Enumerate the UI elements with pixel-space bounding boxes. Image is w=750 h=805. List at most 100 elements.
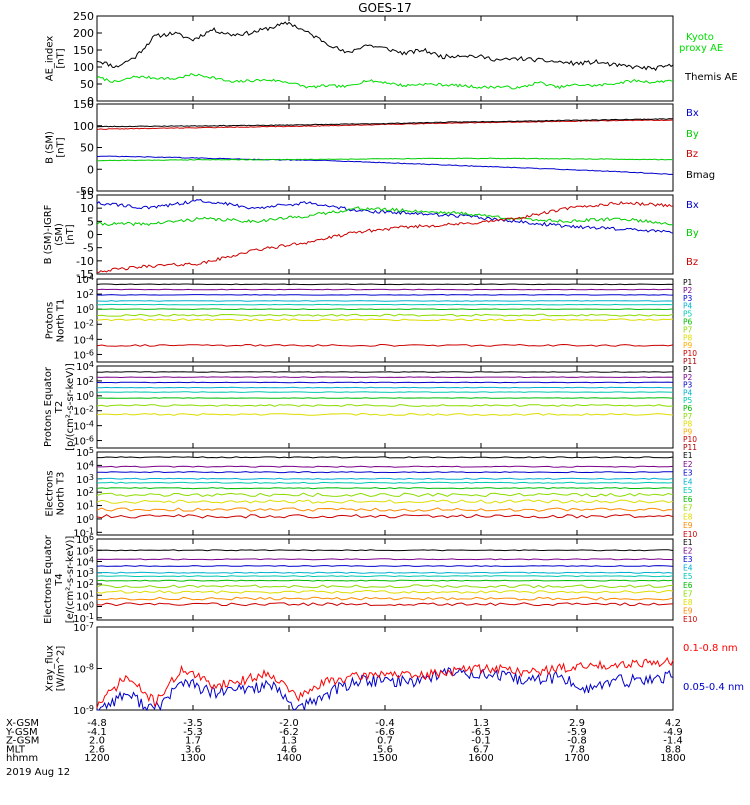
electrons-north-legend-e8: E8 [683, 512, 693, 521]
electrons-equator-line-e2 [96, 558, 674, 561]
protons-equator-legend-p1: P1 [683, 365, 693, 374]
electrons-equator-legend-e7: E7 [683, 589, 693, 598]
protons-equator-line-p1 [96, 371, 674, 373]
footer-value: 1.3 [473, 718, 489, 729]
protons-north-ylabel-line: North T1 [56, 299, 67, 343]
electrons-equator-panel-frame [96, 538, 674, 621]
electrons-north-ytick-label: 104 [76, 459, 94, 472]
bdiff-ytick-label: 10 [80, 202, 94, 215]
electrons-north-line-e5 [96, 481, 674, 484]
footer-value: 1600 [468, 753, 493, 764]
electrons-north-legend-e10: E10 [683, 530, 698, 539]
plot-title: GOES-17 [358, 1, 412, 15]
electrons-north-line-e1 [97, 456, 674, 459]
xray-legend-long: 0.1-0.8 nm [683, 643, 738, 654]
footer-value: 1400 [276, 753, 301, 764]
electrons-equator-legend-e1: E1 [683, 538, 693, 547]
electrons-north-line-e2 [97, 465, 674, 468]
footer-value: -5.3 [183, 727, 203, 738]
bdiff-ylabel-line: [nT] [65, 224, 76, 244]
electrons-equator-line-e9 [96, 596, 674, 601]
footer-value: 4.6 [281, 744, 297, 755]
electrons-equator-line-e1 [96, 549, 674, 552]
ae-panel-frame [96, 15, 674, 102]
bsm-line-bz [96, 119, 674, 130]
protons-north-legend-p5: P5 [683, 310, 693, 319]
bdiff-line-by [96, 206, 674, 227]
xray-ylabel-line: [W/m^2] [56, 646, 67, 692]
footer-value: -6.2 [279, 727, 299, 738]
bsm-ytick-label: 50 [80, 142, 94, 155]
footer-row-label: hhmm [6, 753, 38, 764]
protons-north-ytick-label: 10-2 [73, 318, 94, 331]
electrons-equator-ytick-label: 102 [76, 578, 94, 591]
bdiff-ytick-label: -15 [76, 268, 94, 281]
footer-value: -6.5 [471, 727, 491, 738]
electrons-equator-ylabel-line: T4 [54, 573, 65, 586]
footer-row-label: X-GSM [6, 718, 39, 729]
bdiff-ytick-label: 5 [87, 215, 94, 228]
electrons-equator-legend-e6: E6 [683, 581, 693, 590]
protons-north-line-p10 [96, 343, 674, 347]
bsm-legend-bx: Bx [686, 108, 699, 119]
ae-ytick-label: 100 [73, 61, 94, 74]
bdiff-legend-by: By [686, 228, 699, 239]
footer-value: 1200 [84, 753, 109, 764]
footer-value: 1.7 [185, 736, 201, 747]
electrons-equator-legend-e2: E2 [683, 547, 693, 556]
footer-value: -1.4 [663, 736, 683, 747]
protons-north-line-p4 [96, 300, 674, 302]
ae-themis-line [96, 21, 674, 72]
protons-equator-line-p2 [96, 376, 674, 379]
electrons-north-legend-e3: E3 [683, 469, 693, 478]
electrons-north-line-e3 [96, 471, 673, 474]
protons-north-legend-p11: P11 [683, 357, 697, 366]
bdiff-ylabel-line: (SM) [54, 223, 65, 246]
ae-ytick-label: 200 [73, 27, 94, 40]
bdiff-legend-bz: Bz [686, 257, 698, 268]
footer-value: 4.2 [665, 718, 681, 729]
electrons-equator-legend-e8: E8 [683, 598, 693, 607]
electrons-equator-line-e10 [96, 602, 674, 607]
protons-north-panel-frame [96, 278, 674, 363]
protons-north-line-p1 [96, 283, 674, 286]
footer-value: -0.8 [567, 736, 587, 747]
bsm-panel-frame [96, 103, 674, 192]
electrons-equator-line-e5 [96, 575, 674, 578]
protons-equator-legend-p11: P11 [683, 443, 697, 452]
protons-equator-legend-p7: P7 [683, 412, 693, 421]
bdiff-ytick-label: 0 [87, 229, 94, 242]
ae-ytick-label: 250 [73, 10, 94, 23]
electrons-equator-ytick-label: 101 [76, 589, 94, 602]
electrons-equator-ylabel-line: Electrons Equator [43, 534, 54, 624]
protons-north-legend-p4: P4 [683, 302, 693, 311]
electrons-north-ytick-label: 101 [76, 500, 94, 513]
bsm-ytick-label: 100 [73, 120, 94, 133]
protons-equator-ytick-label: 10-4 [73, 420, 94, 433]
protons-equator-ytick-label: 10-6 [73, 435, 94, 448]
electrons-north-ytick-label: 103 [76, 473, 94, 486]
protons-equator-line-p3 [96, 381, 674, 384]
bdiff-ytick-label: -5 [83, 242, 94, 255]
bsm-ytick-label: -50 [76, 185, 94, 198]
footer-value: 8.8 [665, 744, 681, 755]
electrons-equator-ytick-label: 104 [76, 556, 94, 569]
electrons-equator-ytick-label: 100 [76, 601, 94, 614]
protons-equator-legend-p5: P5 [683, 396, 693, 405]
xray-ytick-label: 10-7 [73, 621, 94, 634]
bsm-legend-by: By [686, 129, 699, 140]
electrons-north-line-e6 [96, 487, 673, 490]
electrons-north-line-e8 [96, 499, 674, 504]
electrons-north-ylabel-line: Electrons [45, 470, 56, 516]
footer-value: -4.8 [87, 718, 107, 729]
protons-north-ytick-label: 100 [76, 303, 94, 316]
electrons-north-ytick-label: 100 [76, 513, 94, 526]
protons-north-line-p7 [96, 313, 674, 317]
electrons-north-legend-e1: E1 [683, 451, 693, 460]
protons-equator-line-p4 [97, 386, 674, 389]
electrons-north-line-e7 [96, 492, 674, 498]
ae-legend-kyoto: Kyoto [686, 32, 714, 43]
footer-value: 3.6 [185, 744, 201, 755]
protons-equator-ylabel-line: [p/(cm²-s-sr-keV)] [65, 363, 76, 451]
